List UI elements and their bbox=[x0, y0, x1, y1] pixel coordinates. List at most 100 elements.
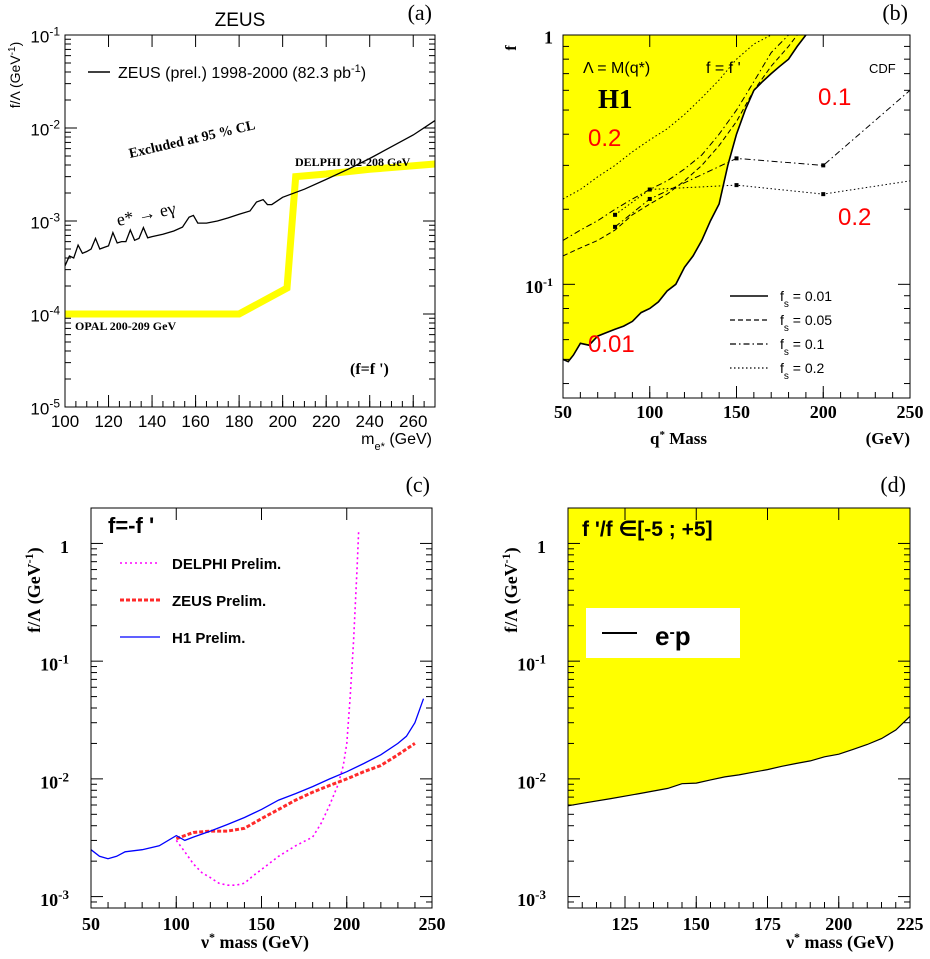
panel-c-xtick-label: 150 bbox=[248, 914, 275, 934]
panel-c-legend-label: H1 Prelim. bbox=[172, 630, 245, 647]
panel-b-xtick-label: 200 bbox=[810, 402, 837, 422]
panel-a-xtick-label: 200 bbox=[268, 412, 296, 431]
panel-b-label: (b) bbox=[882, 0, 908, 25]
panel-d-series-ep bbox=[567, 715, 911, 807]
panel-b-red-label-3: 0.01 bbox=[588, 331, 635, 358]
panel-a-process-label: e* → eγ bbox=[115, 198, 178, 230]
panel-a-xtick-label: 240 bbox=[356, 412, 384, 431]
panel-a-opal-label: OPAL 200-209 GeV bbox=[75, 319, 176, 333]
panel-b-1-ytick-label: 1 bbox=[544, 28, 553, 48]
panel-a-label: (a) bbox=[408, 0, 432, 25]
panel-a-frame bbox=[64, 34, 436, 408]
panel-b-h1-label: H1 bbox=[598, 84, 633, 114]
panel-c-xtick-label: 50 bbox=[82, 914, 100, 934]
panel-b-legend-label: fs = 0.05 bbox=[780, 312, 832, 334]
panel-a-0-ytick-label: 10-3 bbox=[30, 211, 60, 233]
panel-b-cdf-point bbox=[821, 163, 826, 168]
panel-d-xlabel: ν* mass (GeV) bbox=[785, 930, 894, 953]
panel-b-coupling-label: f = f ' bbox=[706, 60, 741, 77]
panel-b-cdf-point bbox=[647, 187, 652, 192]
panel-c-2-ytick-label: 10-2 bbox=[40, 769, 69, 793]
panel-b-cdf-point bbox=[821, 192, 826, 197]
panel-a-xlabel: me* (GeV) bbox=[361, 431, 432, 453]
panel-a-xtick-label: 140 bbox=[138, 412, 166, 431]
panel-b-1-ytick-label: 10-1 bbox=[525, 275, 553, 297]
panel-a-xtick-label: 260 bbox=[399, 412, 427, 431]
panel-c-2-ytick-label: 10-1 bbox=[40, 651, 69, 675]
panel-c-legend-label: DELPHI Prelim. bbox=[172, 556, 281, 573]
panel-b-cdf-point bbox=[734, 156, 739, 161]
panel-b-frame bbox=[562, 34, 911, 399]
panel-a-xtick-label: 160 bbox=[181, 412, 209, 431]
panel-c-legend-label: ZEUS Prelim. bbox=[172, 593, 266, 610]
panel-c-title: f=-f ' bbox=[108, 513, 154, 538]
panel-b-excluded-region bbox=[563, 35, 806, 362]
panel-a-legend-text: ZEUS (prel.) 1998-2000 (82.3 pb-1) bbox=[118, 63, 366, 82]
panel-a-ylabel: f/Λ (GeV-1) bbox=[7, 42, 24, 109]
panel-b-series-2 bbox=[562, 34, 789, 241]
panel-a-series-zeus bbox=[64, 120, 436, 267]
panel-b-cdf-point bbox=[613, 212, 618, 217]
panel-b-cdf-point bbox=[613, 224, 618, 229]
panel-c-series-delphi bbox=[175, 529, 360, 886]
panel-d-xtick-label: 125 bbox=[612, 914, 639, 934]
panel-b-xtick-label: 250 bbox=[897, 402, 924, 422]
panel-d-xtick-label: 175 bbox=[754, 914, 781, 934]
panel-a: 10-5 10-4 10-3 10-2 10-1 100 120 140 160 180 200 22… bbox=[7, 0, 436, 453]
panel-b-red-label-2: 0.2 bbox=[838, 204, 871, 231]
panel-a-0-ytick-label: 10-4 bbox=[30, 304, 60, 326]
panel-b-xlabel: q* Mass bbox=[650, 429, 707, 448]
panel-b-xtick-label: 50 bbox=[554, 402, 572, 422]
panel-b-xtick-label: 150 bbox=[723, 402, 750, 422]
panel-c-xtick-label: 200 bbox=[333, 914, 360, 934]
panel-d-xtick-label: 150 bbox=[683, 914, 710, 934]
panel-c-xlabel: ν* mass (GeV) bbox=[200, 930, 309, 953]
panel-a-xtick-label: 180 bbox=[225, 412, 253, 431]
panel-d-legend-text: e-p bbox=[655, 621, 691, 651]
panel-b-red-label-1: 0.1 bbox=[818, 84, 851, 111]
panel-a-xtick-label: 120 bbox=[94, 412, 122, 431]
panel-b-series-3 bbox=[562, 34, 772, 200]
panel-c-series-zeus bbox=[175, 742, 416, 841]
panel-d-frame bbox=[567, 507, 911, 909]
panel-d: 10-3 10-2 10-1 1 125 150 175 200 225 (d) f/Λ (Ge… bbox=[499, 472, 924, 953]
panel-d-ylabel: f/Λ (GeV-1) bbox=[499, 547, 522, 632]
panel-d-xtick-label: 225 bbox=[897, 914, 924, 934]
panel-b-lambda-label: Λ = M(q*) bbox=[583, 60, 650, 77]
panel-b-series-1 bbox=[562, 34, 798, 257]
panel-a-title: ZEUS bbox=[215, 10, 266, 31]
panel-a-xtick-label: 100 bbox=[51, 412, 79, 431]
panel-d-3-ytick-label: 10-2 bbox=[517, 769, 546, 793]
panel-a-0-ytick-label: 10-1 bbox=[30, 25, 60, 47]
panel-b-cdf-point bbox=[647, 196, 652, 201]
panel-c-frame bbox=[90, 507, 433, 909]
panel-b-xtick-label: 100 bbox=[636, 402, 663, 422]
panel-b-red-label-0: 0.2 bbox=[588, 125, 621, 152]
panel-d-xtick-label: 200 bbox=[825, 914, 852, 934]
panel-d-3-ytick-label: 10-3 bbox=[517, 887, 546, 911]
panel-d-label: (d) bbox=[880, 472, 906, 497]
panel-c-series-h1 bbox=[90, 698, 425, 860]
panel-b-ylabel: f bbox=[503, 45, 520, 51]
panel-c-2-ytick-label: 1 bbox=[60, 537, 69, 557]
panel-b-legend-label: fs = 0.2 bbox=[780, 360, 825, 382]
panel-c-xtick-label: 250 bbox=[419, 914, 446, 934]
panel-c-legend: DELPHI Prelim. ZEUS Prelim. H1 Prelim. bbox=[120, 556, 281, 647]
panel-a-delphi-label: DELPHI 202-208 GeV bbox=[295, 155, 411, 169]
panel-c-2-ytick-label: 10-3 bbox=[40, 887, 69, 911]
panel-b-cdf-point bbox=[734, 183, 739, 188]
panel-d-3-ytick-label: 1 bbox=[537, 537, 546, 557]
panel-b-series-5 bbox=[614, 180, 911, 216]
panel-a-xtick-label: 220 bbox=[312, 412, 340, 431]
panel-d-3-ytick-label: 10-1 bbox=[517, 651, 546, 675]
panel-c-ylabel: f/Λ (GeV-1) bbox=[22, 547, 45, 632]
panel-d-title: f '/f ∈[-5 ; +5] bbox=[582, 518, 713, 541]
panel-b-cdf-label: CDF bbox=[869, 61, 896, 76]
panel-b-legend-label: fs = 0.01 bbox=[780, 288, 832, 310]
panel-c-xtick-label: 100 bbox=[163, 914, 190, 934]
panel-a-0-ytick-label: 10-5 bbox=[30, 397, 60, 419]
